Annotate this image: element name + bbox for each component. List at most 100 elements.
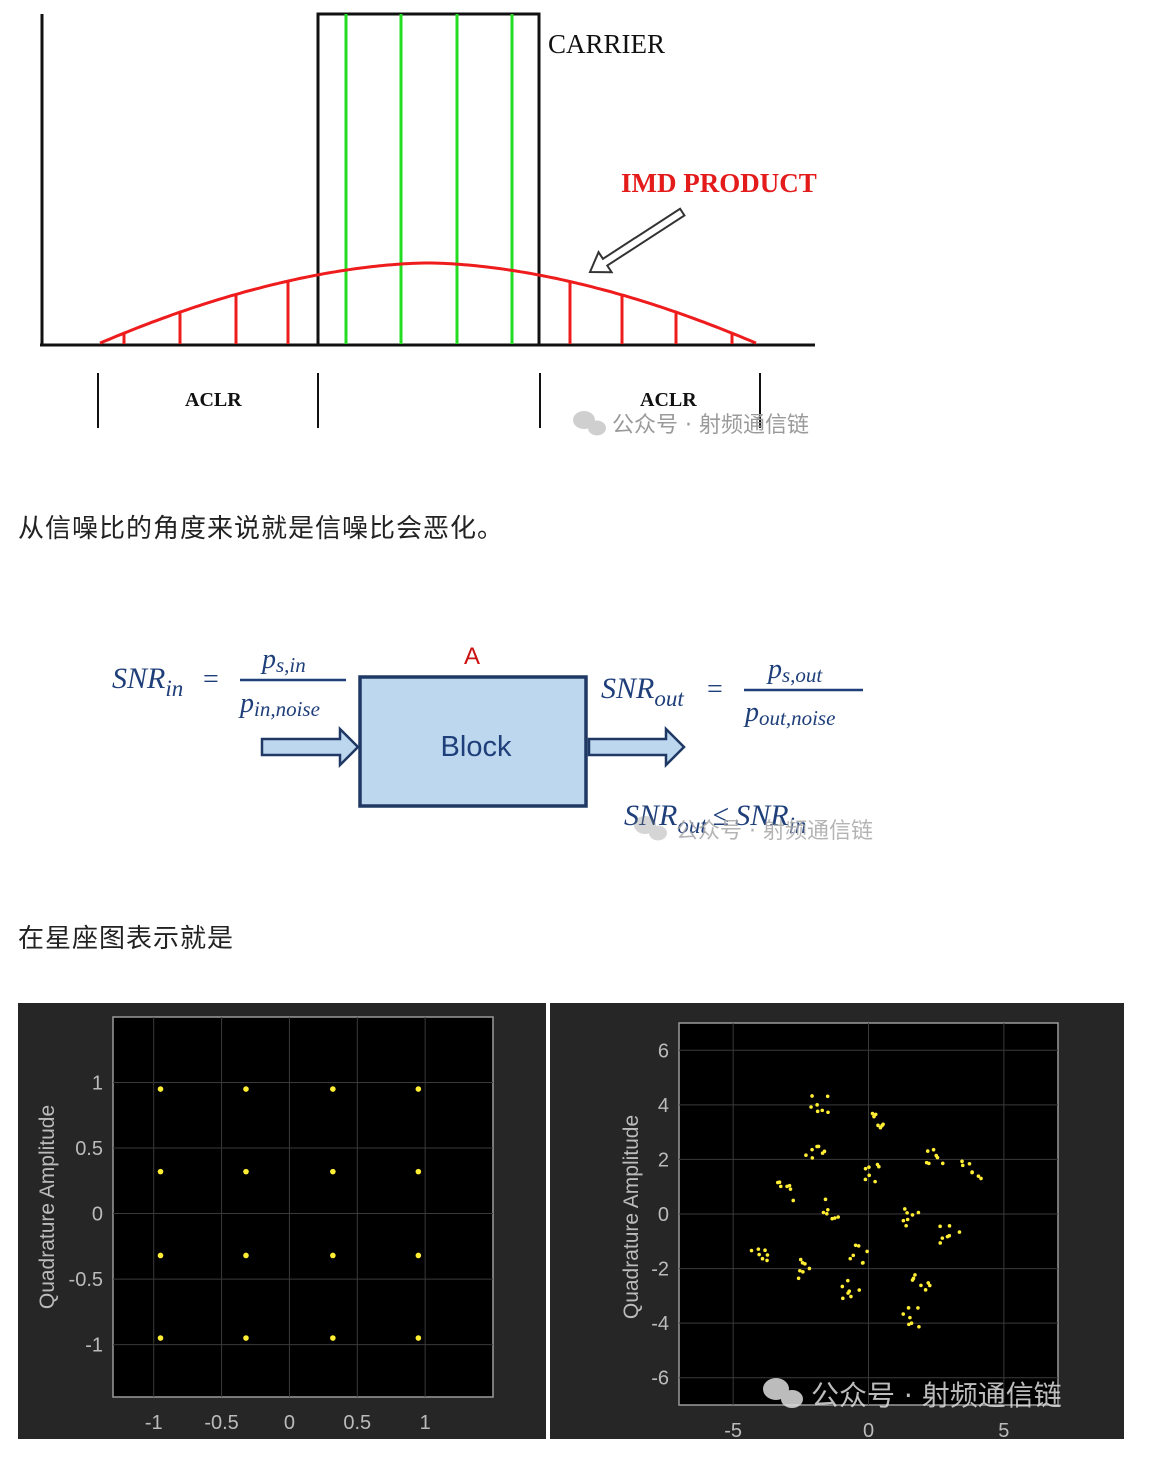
constellation-point [876,1123,880,1128]
spectrum-figure: CARRIER IMD PRODUCT ACLR ACLR 公众号 · 射频通信… [0,0,860,470]
y-tick-label: -0.5 [69,1269,103,1291]
constellation-point [916,1210,921,1215]
x-tick-label: 5 [998,1420,1009,1439]
constellation-point [826,1110,830,1115]
snr-in-numerator: ps,in [260,644,306,677]
constellation-point [330,1168,336,1175]
y-tick-label: -6 [651,1368,669,1390]
constellation-point [815,1103,819,1107]
constellation-point [878,1125,883,1130]
snr-watermark: 公众号 · 射频通信链 [676,819,873,844]
constellation-point [870,1111,875,1116]
aclr-right-label: ACLR [640,389,697,411]
constellation-point [913,1273,917,1277]
constellation-point [905,1211,909,1215]
wechat-icon [634,816,667,841]
snr-out-label: SNRout [601,672,684,711]
constellation-point [785,1184,789,1189]
constellation-point [861,1260,865,1265]
imd-hatch-lines [122,281,734,344]
constellation-point [873,1112,878,1117]
constellation-point [840,1284,845,1289]
constellation-point [940,1161,945,1166]
constellation-point [908,1315,912,1320]
constellation-point [881,1122,885,1127]
snr-block-figure: SNRin = ps,in pin,noise A Block SNRout =… [112,643,873,844]
snr-out-denominator: pout,noise [743,697,835,730]
block-rect [358,675,588,808]
snr-out-equals: = [707,674,723,705]
output-arrow [587,725,686,769]
snr-inequality: SNRout ≤ SNRin [624,799,806,838]
imd-arrow [588,207,686,274]
constellation-point [938,1241,943,1245]
x-tick-label: -5 [724,1420,742,1439]
y-tick-label: -4 [651,1313,669,1335]
y-tick-label: 4 [658,1095,669,1117]
constellation-point [796,1276,801,1281]
constellation-point [967,1161,972,1166]
constellation-point [815,1144,819,1149]
wechat-icon [763,1378,803,1408]
constellation-point [415,1086,422,1092]
constellation-point [957,1230,962,1234]
constellation-watermark: 公众号 · 射频通信链 [811,1379,1062,1412]
constellation-point [911,1276,916,1281]
constellation-point [803,1262,807,1266]
input-arrow [260,725,360,769]
constellation-point [927,1283,932,1288]
constellation-point [157,1168,164,1175]
constellation-point [906,1306,911,1310]
constellation-point [863,1177,868,1182]
constellation-point [873,1179,877,1184]
snr-out-numerator: ps,out [766,654,823,687]
constellation-point [865,1249,869,1254]
constellation-point [810,1147,814,1152]
carrier-box [316,12,541,347]
left-grid [113,1017,493,1397]
constellation-point [756,1247,761,1251]
constellation-point [798,1268,802,1273]
snr-in-label: SNRin [112,662,183,701]
constellation-point [846,1278,850,1283]
constellation-point [775,1180,780,1185]
constellation-point [916,1306,920,1310]
aclr-left-label: ACLR [185,389,242,411]
constellation-point [791,1198,796,1203]
constellation-point [820,1151,825,1155]
constellation-point [976,1174,981,1178]
constellation-point [330,1252,336,1259]
constellation-point [415,1335,422,1341]
y-tick-label: 6 [658,1040,669,1062]
constellation-point [815,1109,820,1114]
carrier-lines [344,14,514,344]
constellation-point [788,1187,793,1191]
constellation-point [847,1289,852,1294]
y-tick-label: -1 [85,1335,103,1357]
constellation-point [825,1094,830,1099]
constellation-point [415,1252,422,1259]
block-label: Block [441,731,512,763]
y-tick-label: 0 [92,1204,103,1226]
constellation-point [826,1208,830,1212]
constellation-point [763,1248,767,1252]
constellation-point [749,1248,754,1253]
constellation-point [807,1266,812,1271]
right-y-axis-label: Quadrature Amplitude [620,1115,643,1319]
constellation-point [809,1105,813,1109]
constellation-point [820,1108,825,1113]
x-tick-label: -0.5 [204,1412,238,1434]
constellation-point [810,1094,814,1098]
constellation-point [910,1213,915,1217]
constellation-point [947,1233,952,1238]
constellation-point [778,1184,783,1189]
constellation-point [825,1211,829,1216]
wechat-icon [573,411,606,436]
constellation-point [917,1324,921,1329]
spectrum-watermark: 公众号 · 射频通信链 [612,413,809,438]
constellation-point [849,1294,853,1299]
x-tick-label: 0.5 [343,1412,371,1434]
constellation-point [841,1296,845,1301]
constellation-point [765,1258,769,1263]
block-name-label: A [464,643,480,670]
